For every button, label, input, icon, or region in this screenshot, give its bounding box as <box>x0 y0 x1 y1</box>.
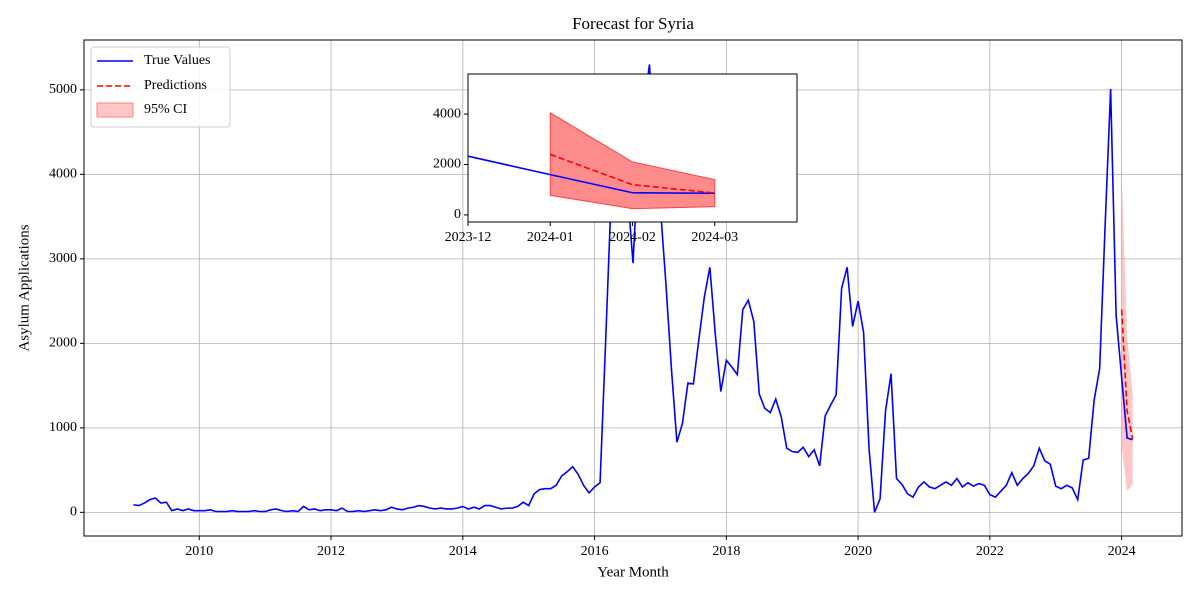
x-tick-label: 2024 <box>1108 544 1136 559</box>
x-tick-label: 2020 <box>844 544 872 559</box>
chart-title: Forecast for Syria <box>572 14 694 33</box>
inset-x-tick-label: 2024-02 <box>609 230 656 245</box>
inset-x-tick-label: 2024-01 <box>527 230 574 245</box>
y-tick-label: 0 <box>70 505 77 520</box>
x-tick-label: 2018 <box>712 544 740 559</box>
x-tick-label: 2010 <box>185 544 213 559</box>
inset-plot-area <box>468 111 716 210</box>
inset-x-tick-label: 2023-12 <box>445 230 492 245</box>
prediction-line <box>1120 309 1134 439</box>
line <box>133 64 1133 513</box>
legend-box <box>90 46 231 128</box>
inset-y-tick-label: 4000 <box>433 106 461 121</box>
y-tick-label: 4000 <box>49 167 77 182</box>
inset-confidence-band <box>549 111 716 210</box>
x-axis-label: Year Month <box>597 564 669 580</box>
inset-plot-frame <box>467 73 798 223</box>
inset-prediction-line <box>549 153 715 194</box>
legend-label: Predictions <box>144 78 207 93</box>
y-tick-label: 2000 <box>49 336 77 351</box>
legend-swatch <box>96 102 134 118</box>
y-tick-label: 1000 <box>49 420 77 435</box>
x-tick-label: 2014 <box>449 544 477 559</box>
legend-label: 95% CI <box>144 102 188 117</box>
y-tick-label: 3000 <box>49 251 77 266</box>
plot-area <box>133 64 1134 513</box>
x-tick-label: 2016 <box>581 544 609 559</box>
inset-x-tick-label: 2024-03 <box>691 230 738 245</box>
inset-y-tick-label: 0 <box>454 207 461 222</box>
legend-label: True Values <box>144 53 211 68</box>
x-tick-label: 2022 <box>976 544 1004 559</box>
y-tick-label: 5000 <box>49 82 77 97</box>
x-tick-label: 2012 <box>317 544 345 559</box>
inset-y-tick-label: 2000 <box>433 157 461 172</box>
plot-frame <box>83 39 1183 537</box>
y-axis-label: Asylum Applications <box>16 224 32 351</box>
